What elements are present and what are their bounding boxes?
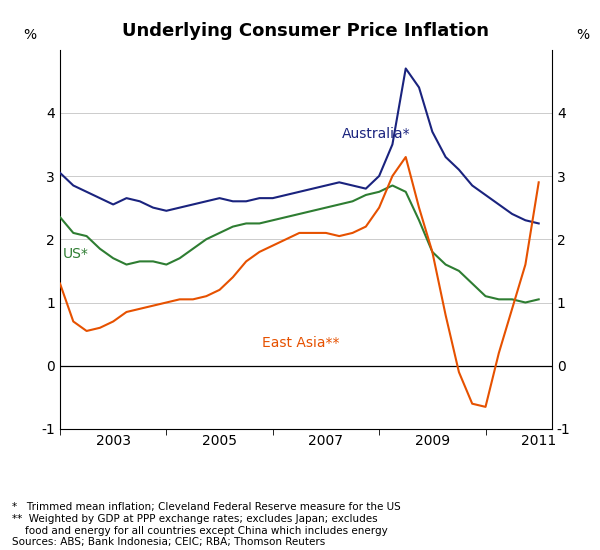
Text: *   Trimmed mean inflation; Cleveland Federal Reserve measure for the US
**  Wei: * Trimmed mean inflation; Cleveland Fede… <box>12 503 401 547</box>
Text: %: % <box>576 28 589 42</box>
Text: Australia*: Australia* <box>342 127 410 141</box>
Text: East Asia**: East Asia** <box>262 336 340 350</box>
Text: US*: US* <box>62 248 89 261</box>
Title: Underlying Consumer Price Inflation: Underlying Consumer Price Inflation <box>122 21 490 40</box>
Text: %: % <box>23 28 36 42</box>
